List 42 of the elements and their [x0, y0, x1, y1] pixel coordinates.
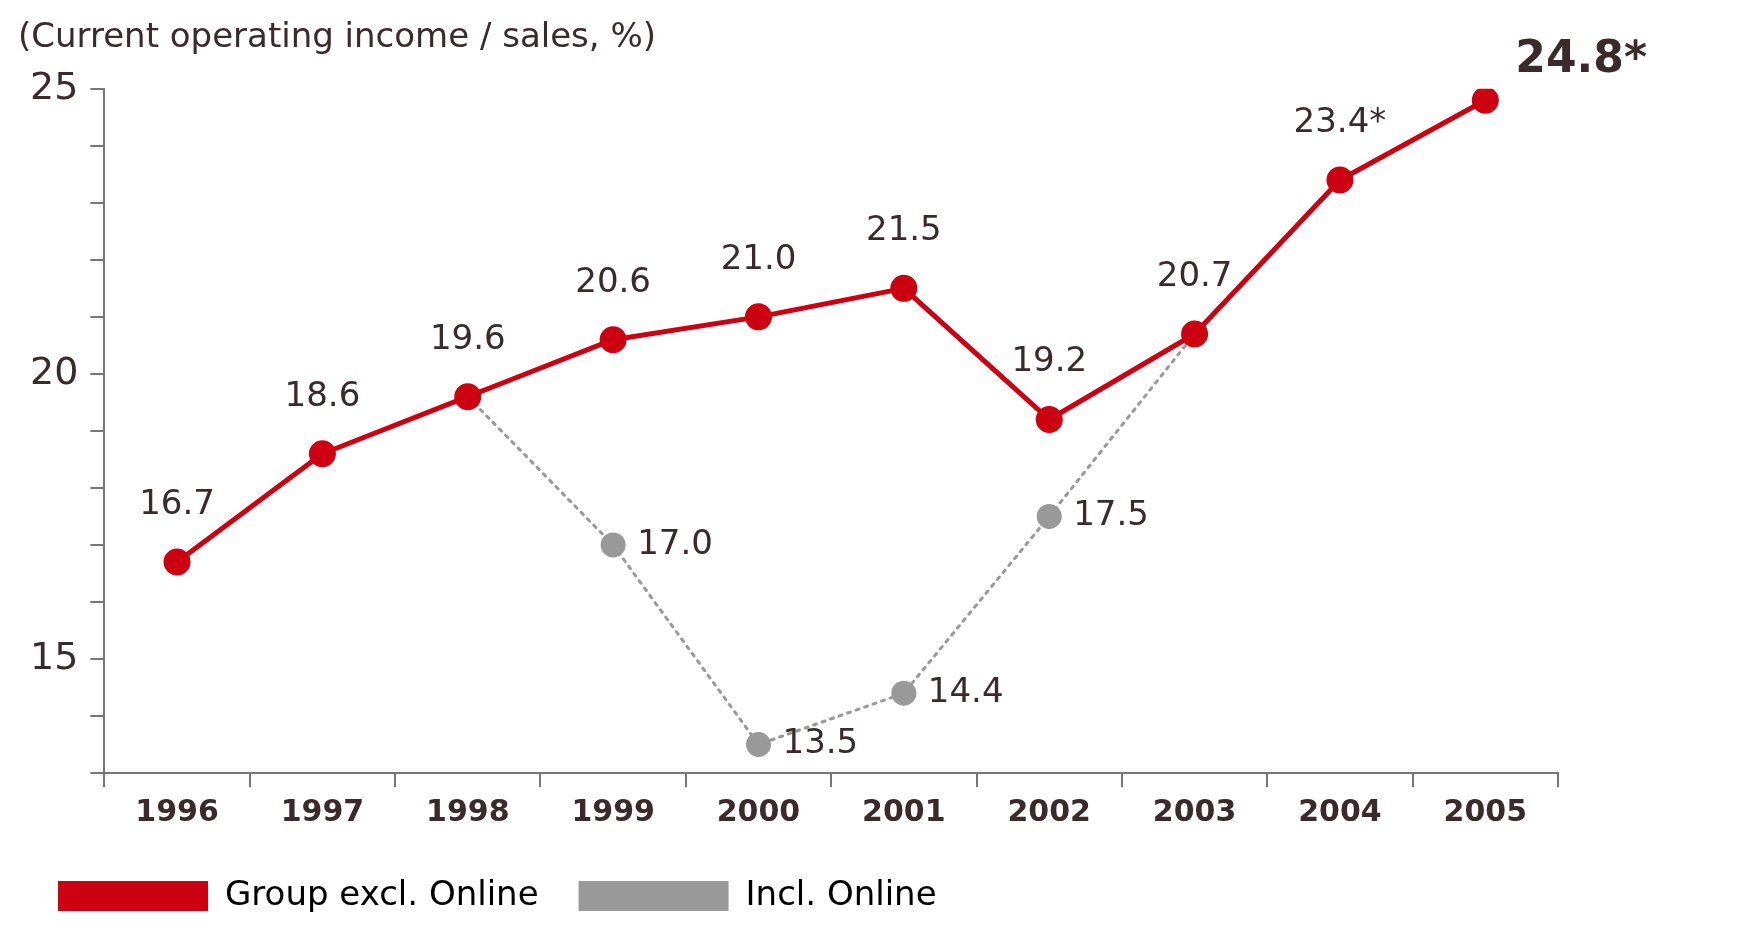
point: [163, 548, 191, 576]
data-label: 20.6: [575, 259, 651, 300]
point: [744, 303, 772, 331]
y-tick-label: 20: [29, 348, 79, 393]
data-label: 19.6: [429, 316, 506, 357]
x-tick-label: 1997: [280, 792, 365, 828]
data-label: 20.7: [1156, 253, 1233, 294]
data-label: 24.8*: [1515, 30, 1647, 82]
x-tick-label: 1998: [426, 792, 510, 828]
point: [1471, 88, 1499, 114]
point: [890, 274, 918, 302]
x-tick-label: 2004: [1298, 792, 1382, 828]
legend-label: Incl. Online: [745, 872, 937, 913]
point: [745, 731, 771, 757]
point: [600, 532, 626, 558]
point: [1326, 166, 1354, 194]
data-label: 17.5: [1073, 493, 1149, 534]
x-tick-label: 2001: [862, 792, 946, 828]
x-tick-label: 1996: [135, 792, 219, 828]
x-tick-label: 2002: [1007, 792, 1091, 828]
data-label: 14.4: [927, 670, 1004, 710]
data-label: 21.5: [866, 208, 942, 249]
data-label: 13.5: [782, 721, 859, 762]
data-label: 18.6: [284, 373, 361, 414]
data-label: 17.0: [637, 521, 713, 562]
data-label: 23.4*: [1293, 99, 1387, 140]
x-tick-label: 1999: [571, 792, 655, 828]
point: [308, 440, 336, 468]
data-label: 16.7: [139, 481, 215, 522]
point: [1035, 406, 1063, 433]
x-tick-label: 2005: [1443, 792, 1528, 828]
x-tick-label: 2003: [1152, 792, 1237, 828]
y-tick-label: 25: [29, 63, 79, 108]
y-tick-label: 15: [29, 633, 79, 678]
legend-label: Group excl. Online: [225, 872, 539, 913]
point: [1036, 503, 1062, 529]
point: [599, 326, 627, 354]
data-label: 19.2: [1011, 339, 1088, 380]
point: [891, 680, 917, 706]
chart-subtitle: (Current operating income / sales, %): [18, 15, 657, 56]
data-label: 21.0: [720, 236, 797, 277]
x-tick-label: 2000: [716, 792, 801, 828]
